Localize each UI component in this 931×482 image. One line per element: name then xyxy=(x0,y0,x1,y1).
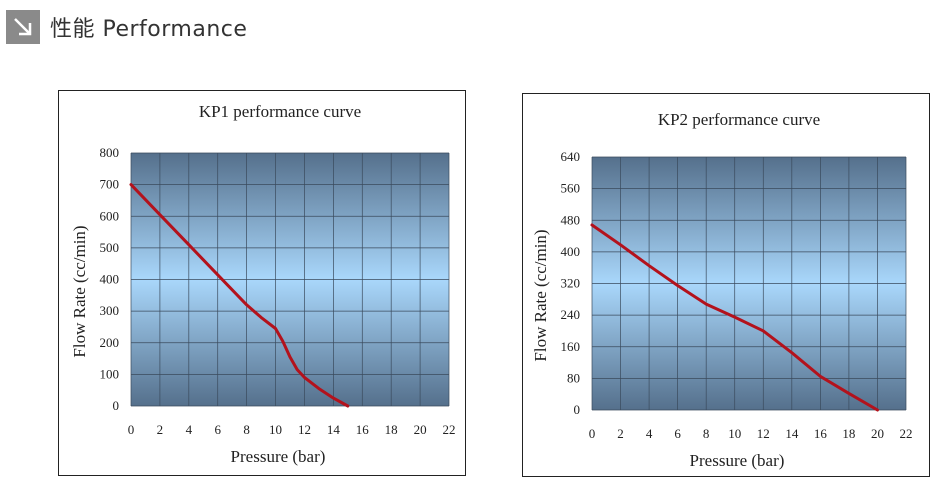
kp1-chart-panel: 0 2 4 6 8 10 12 14 16 18 20 22 0 100 200 300 400 500 600 70… xyxy=(58,90,466,476)
kp1-y-tick-label: 600 xyxy=(100,208,120,223)
kp1-y-tick-label: 500 xyxy=(100,240,120,255)
kp2-y-tick-label: 560 xyxy=(561,181,581,196)
kp2-y-tick-label: 480 xyxy=(561,212,581,227)
kp2-chart: 0 2 4 6 8 10 12 14 16 18 20 22 0 80 160 240 320 400 480 560… xyxy=(531,110,913,470)
kp1-y-tick-label: 400 xyxy=(100,272,120,287)
kp1-y-tick-label: 200 xyxy=(100,335,120,350)
kp2-y-tick-label: 320 xyxy=(561,276,581,291)
kp2-chart-title: KP2 performance curve xyxy=(658,110,820,129)
kp1-x-tick-label: 20 xyxy=(414,422,427,437)
kp1-y-tick-label: 0 xyxy=(113,398,120,413)
kp1-y-tick-label: 100 xyxy=(100,366,120,381)
kp2-x-tick-label: 14 xyxy=(785,426,799,441)
kp1-y-tick-label: 800 xyxy=(100,145,120,160)
kp2-y-tick-label: 400 xyxy=(561,244,581,259)
kp2-series-line xyxy=(590,223,879,412)
kp2-y-tick-label: 160 xyxy=(561,339,581,354)
kp1-x-tick-label: 2 xyxy=(157,422,164,437)
kp2-x-tick-label: 12 xyxy=(757,426,770,441)
kp2-y-axis-label: Flow Rate (cc/min) xyxy=(531,229,550,361)
kp2-x-tick-label: 0 xyxy=(589,426,596,441)
kp1-y-tick-label: 300 xyxy=(100,303,120,318)
kp2-x-tick-label: 20 xyxy=(871,426,884,441)
kp2-x-tick-label: 22 xyxy=(900,426,913,441)
kp1-x-tick-label: 10 xyxy=(269,422,282,437)
kp1-x-tick-label: 14 xyxy=(327,422,341,437)
kp2-x-tick-label: 2 xyxy=(617,426,624,441)
kp1-x-axis-label: Pressure (bar) xyxy=(231,447,326,466)
kp1-series-line xyxy=(129,183,350,408)
kp1-x-tick-label: 12 xyxy=(298,422,311,437)
kp2-x-axis-label: Pressure (bar) xyxy=(690,451,785,470)
kp2-y-tick-label: 0 xyxy=(574,402,581,417)
kp1-x-tick-label: 22 xyxy=(443,422,456,437)
kp1-y-axis-label: Flow Rate (cc/min) xyxy=(70,225,89,357)
kp2-x-tick-label: 4 xyxy=(646,426,653,441)
kp1-x-tick-label: 6 xyxy=(214,422,221,437)
kp2-x-tick-label: 18 xyxy=(842,426,855,441)
kp1-x-tick-label: 0 xyxy=(128,422,135,437)
arrow-down-right-icon xyxy=(6,10,40,44)
kp2-x-tick-label: 16 xyxy=(814,426,828,441)
kp1-x-tick-label: 8 xyxy=(243,422,250,437)
kp2-x-tick-label: 6 xyxy=(674,426,681,441)
kp1-chart: 0 2 4 6 8 10 12 14 16 18 20 22 0 100 200 300 400 500 600 70… xyxy=(70,102,456,466)
kp2-x-tick-label: 8 xyxy=(703,426,710,441)
kp1-chart-title: KP1 performance curve xyxy=(199,102,361,121)
kp2-y-tick-label: 640 xyxy=(561,149,581,164)
kp1-y-tick-label: 700 xyxy=(100,177,120,192)
kp1-x-tick-label: 18 xyxy=(385,422,398,437)
kp2-y-tick-label: 240 xyxy=(561,307,581,322)
kp2-x-tick-label: 10 xyxy=(728,426,741,441)
section-title: 性能 Performance xyxy=(50,17,248,42)
kp1-x-tick-label: 4 xyxy=(186,422,193,437)
kp1-x-tick-label: 16 xyxy=(356,422,370,437)
kp2-chart-panel: 0 2 4 6 8 10 12 14 16 18 20 22 0 80 160 240 320 400 480 560… xyxy=(522,93,930,477)
section-header: 性能 Performance xyxy=(6,8,247,46)
kp2-y-tick-label: 80 xyxy=(567,370,580,385)
